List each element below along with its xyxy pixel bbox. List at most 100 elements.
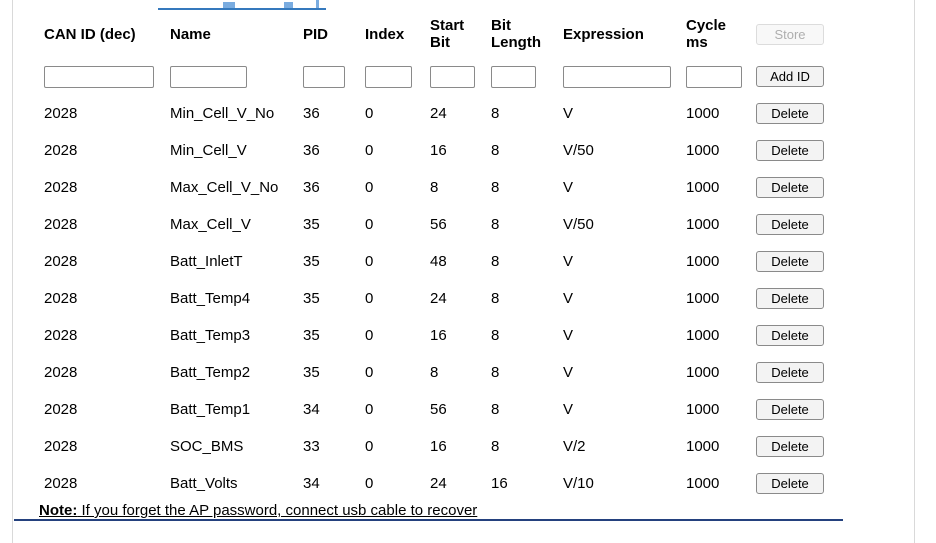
store-button: Store [756, 23, 824, 45]
cell-can-id: 2028 [44, 216, 78, 233]
cell-index: 0 [365, 438, 374, 455]
cell-cycle: 1000 [686, 401, 720, 418]
cell-can-id: 2028 [44, 290, 78, 307]
cell-pid: 35 [303, 253, 320, 270]
cell-can-id: 2028 [44, 179, 78, 196]
delete-button[interactable]: Delete [756, 325, 824, 346]
delete-button[interactable]: Delete [756, 177, 824, 198]
cell-pid: 34 [303, 475, 320, 492]
cell-start-bit: 56 [430, 216, 447, 233]
signal-table: CAN ID (dec) Name PID Index Start Bit Bi… [44, 10, 840, 502]
cell-bit-length: 8 [491, 327, 500, 344]
cell-name: SOC_BMS [170, 438, 244, 455]
start-bit-input[interactable] [430, 65, 475, 88]
cell-expression: V/50 [563, 216, 594, 233]
can-id-input[interactable] [44, 65, 154, 88]
delete-button[interactable]: Delete [756, 251, 824, 272]
cell-cycle: 1000 [686, 475, 720, 492]
table-row: 2028 Batt_InletT 35 0 48 8 V 1000 Delete [44, 243, 840, 280]
cycle-input[interactable] [686, 65, 742, 88]
delete-button[interactable]: Delete [756, 288, 824, 309]
cell-bit-length: 8 [491, 364, 500, 381]
delete-button[interactable]: Delete [756, 399, 824, 420]
cell-cycle: 1000 [686, 290, 720, 307]
header-cycle-ms: Cycle ms [686, 17, 727, 51]
cell-pid: 33 [303, 438, 320, 455]
index-input[interactable] [365, 65, 412, 88]
cell-start-bit: 8 [430, 179, 439, 196]
cell-expression: V/10 [563, 475, 594, 492]
add-id-button[interactable]: Add ID [756, 66, 824, 87]
pid-input[interactable] [303, 65, 345, 88]
cell-pid: 35 [303, 290, 320, 307]
cell-cycle: 1000 [686, 105, 720, 122]
cell-index: 0 [365, 475, 374, 492]
header-pid: PID [303, 25, 329, 43]
table-row: 2028 Batt_Temp3 35 0 16 8 V 1000 Delete [44, 317, 840, 354]
header-expression: Expression [563, 25, 644, 43]
header-index: Index [365, 25, 405, 43]
cell-start-bit: 56 [430, 401, 447, 418]
cell-index: 0 [365, 142, 374, 159]
delete-button[interactable]: Delete [756, 214, 824, 235]
cell-index: 0 [365, 401, 374, 418]
cell-bit-length: 8 [491, 290, 500, 307]
cell-can-id: 2028 [44, 401, 78, 418]
cell-index: 0 [365, 327, 374, 344]
cell-start-bit: 16 [430, 327, 447, 344]
cell-expression: V [563, 327, 574, 344]
expression-input[interactable] [563, 65, 671, 88]
cell-name: Max_Cell_V_No [170, 179, 279, 196]
cell-expression: V [563, 105, 574, 122]
ap-password-note[interactable]: Note: If you forget the AP password, con… [39, 502, 477, 519]
cell-name: Batt_InletT [170, 253, 243, 270]
cell-can-id: 2028 [44, 105, 78, 122]
cell-pid: 35 [303, 327, 320, 344]
cell-start-bit: 8 [430, 364, 439, 381]
cell-bit-length: 8 [491, 216, 500, 233]
cell-expression: V [563, 364, 574, 381]
table-row: 2028 Batt_Volts 34 0 24 16 V/10 1000 Del… [44, 465, 840, 502]
table-header-row: CAN ID (dec) Name PID Index Start Bit Bi… [44, 10, 840, 58]
cell-name: Min_Cell_V [170, 142, 247, 159]
header-bit-length: Bit Length [491, 17, 541, 51]
table-row: 2028 Batt_Temp1 34 0 56 8 V 1000 Delete [44, 391, 840, 428]
cell-expression: V [563, 401, 574, 418]
cell-pid: 35 [303, 364, 320, 381]
delete-button[interactable]: Delete [756, 140, 824, 161]
cell-pid: 36 [303, 179, 320, 196]
cell-bit-length: 8 [491, 438, 500, 455]
cell-start-bit: 24 [430, 290, 447, 307]
cell-index: 0 [365, 290, 374, 307]
cell-pid: 36 [303, 105, 320, 122]
cell-bit-length: 16 [491, 475, 508, 492]
name-input[interactable] [170, 65, 247, 88]
cell-expression: V [563, 253, 574, 270]
cell-can-id: 2028 [44, 327, 78, 344]
delete-button[interactable]: Delete [756, 103, 824, 124]
table-row: 2028 SOC_BMS 33 0 16 8 V/2 1000 Delete [44, 428, 840, 465]
cell-index: 0 [365, 364, 374, 381]
cell-name: Batt_Temp4 [170, 290, 251, 307]
cell-bit-length: 8 [491, 179, 500, 196]
delete-button[interactable]: Delete [756, 362, 824, 383]
cell-expression: V [563, 179, 574, 196]
cell-can-id: 2028 [44, 438, 78, 455]
cell-bit-length: 8 [491, 105, 500, 122]
clipped-glyph [284, 2, 293, 8]
cell-cycle: 1000 [686, 179, 720, 196]
cell-can-id: 2028 [44, 142, 78, 159]
cell-bit-length: 8 [491, 253, 500, 270]
delete-button[interactable]: Delete [756, 436, 824, 457]
bit-length-input[interactable] [491, 65, 536, 88]
cell-index: 0 [365, 216, 374, 233]
cell-name: Max_Cell_V [170, 216, 251, 233]
cell-bit-length: 8 [491, 142, 500, 159]
clipped-top-link[interactable] [158, 0, 326, 10]
config-panel: CAN ID (dec) Name PID Index Start Bit Bi… [12, 0, 915, 543]
cell-start-bit: 24 [430, 475, 447, 492]
cell-can-id: 2028 [44, 475, 78, 492]
clipped-glyph [316, 0, 319, 8]
delete-button[interactable]: Delete [756, 473, 824, 494]
cell-start-bit: 16 [430, 142, 447, 159]
